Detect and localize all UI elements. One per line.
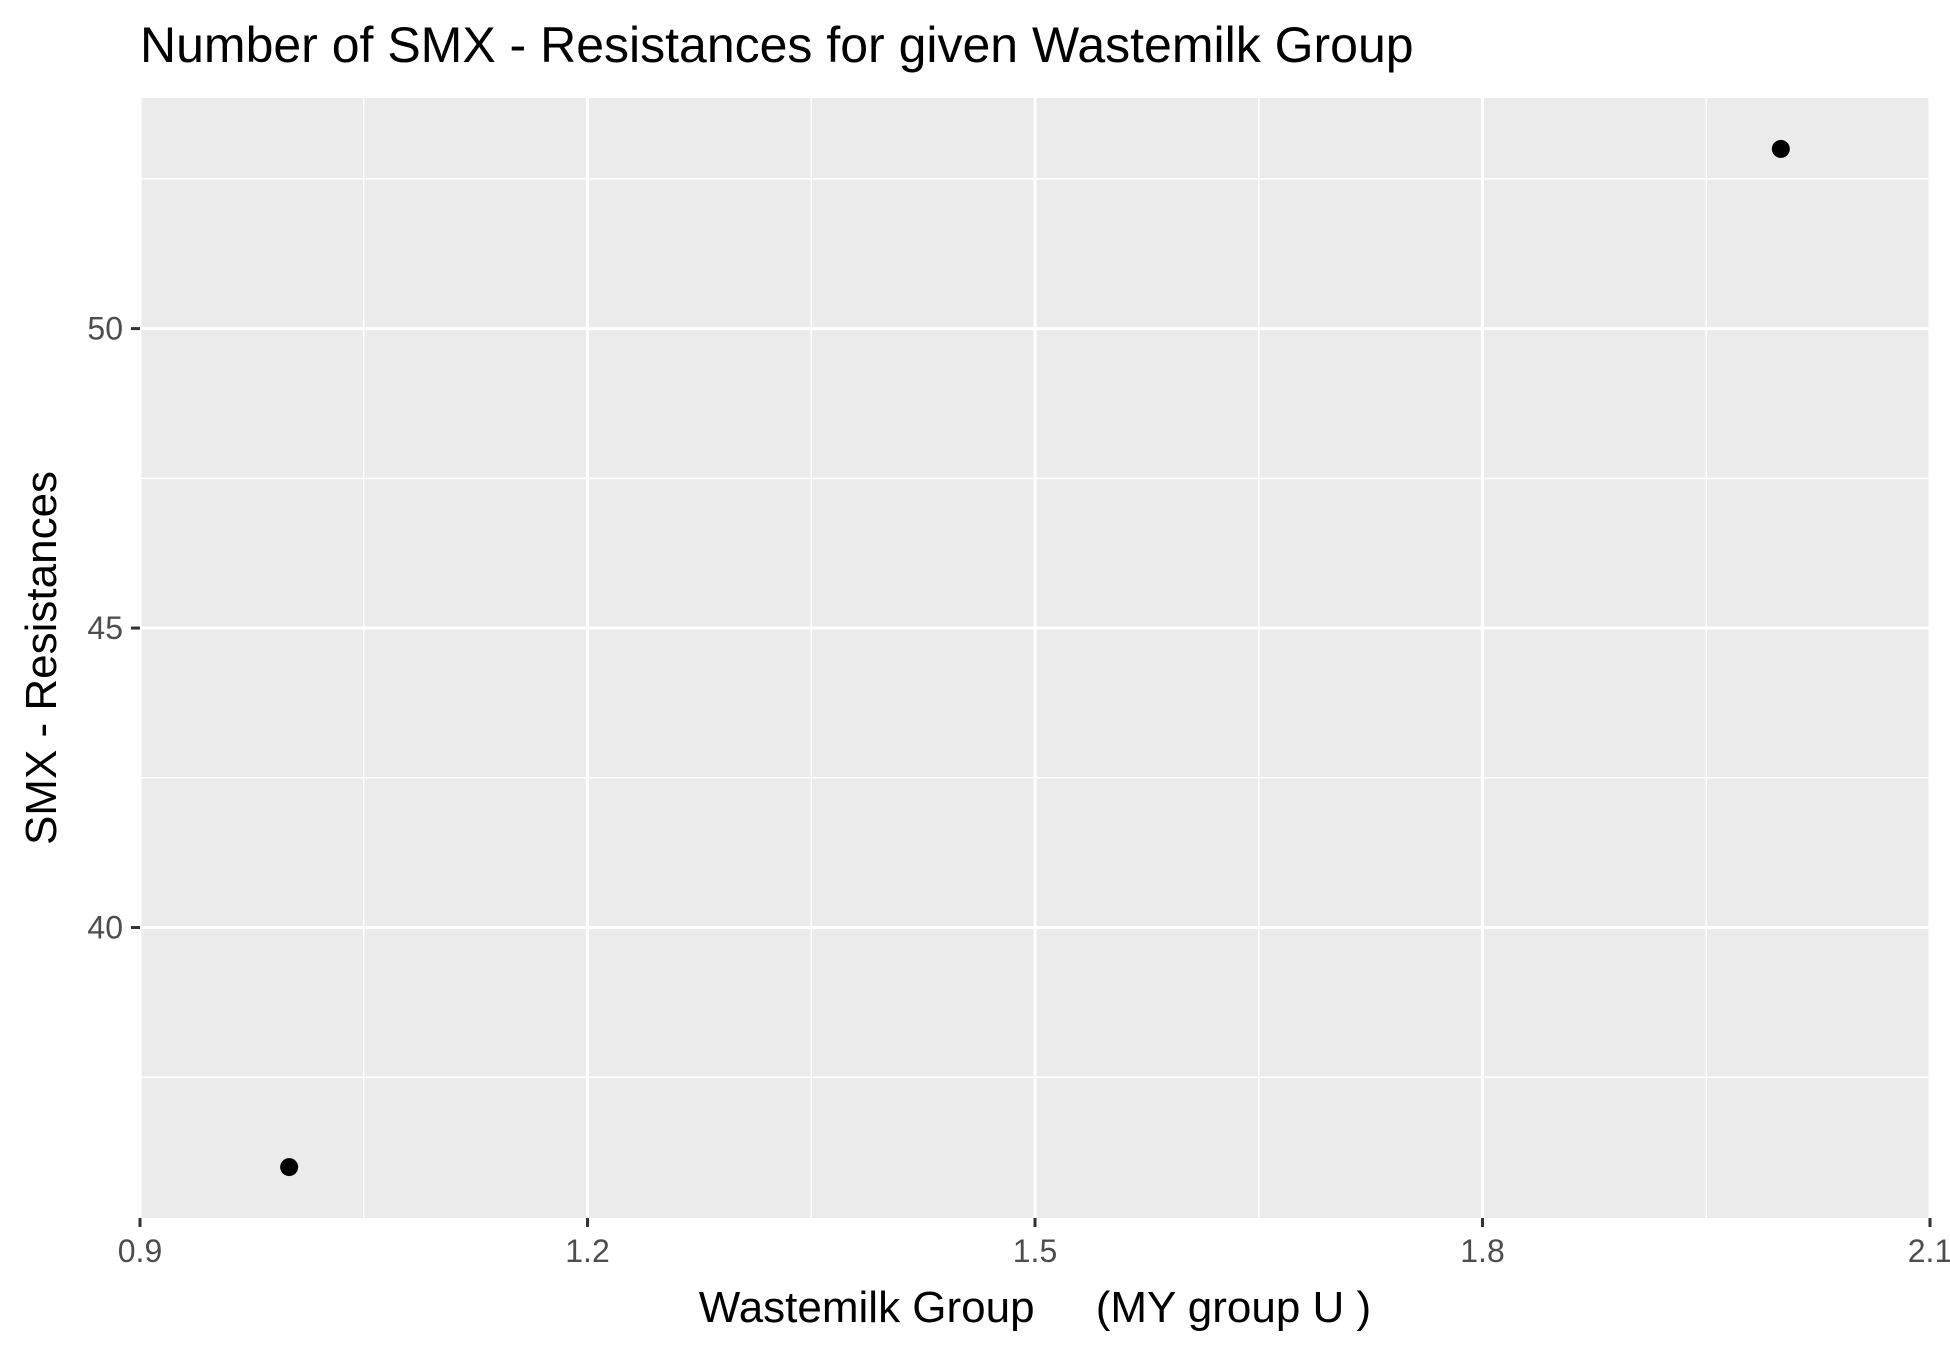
- major-gridlines: [138, 98, 1932, 1218]
- data-point: [280, 1158, 299, 1177]
- data-points: [280, 139, 1790, 1177]
- data-point: [1771, 139, 1790, 158]
- y-axis-title: SMX - Resistances: [17, 471, 66, 845]
- y-axis-ticks: 40 45 50: [87, 311, 140, 946]
- y-tick-label: 50: [87, 311, 123, 347]
- x-tick-label: 1.2: [565, 1233, 609, 1269]
- x-tick-label: 2.1: [1908, 1233, 1950, 1269]
- x-axis-ticks: 0.9 1.2 1.5 1.8 2.1: [118, 1218, 1950, 1269]
- chart-title: Number of SMX - Resistances for given Wa…: [140, 17, 1414, 73]
- x-tick-label: 1.5: [1013, 1233, 1057, 1269]
- x-tick-label: 0.9: [118, 1233, 162, 1269]
- y-tick-label: 40: [87, 910, 123, 946]
- x-tick-label: 1.8: [1460, 1233, 1504, 1269]
- x-axis-title: Wastemilk Group (MY group U ): [699, 1283, 1371, 1332]
- y-tick-label: 45: [87, 610, 123, 646]
